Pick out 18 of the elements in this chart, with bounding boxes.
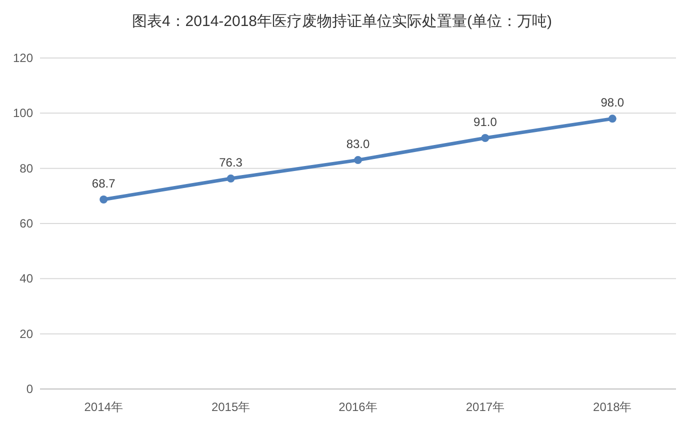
xtick: 2017年	[466, 400, 505, 414]
ytick: 40	[20, 272, 33, 286]
xtick: 2018年	[593, 400, 632, 414]
title: 图表4：2014-2018年医疗废物持证单位实际处置量(单位：万吨)	[132, 13, 552, 30]
data-label: 68.7	[92, 176, 116, 190]
data-label: 76.3	[219, 156, 242, 170]
ytick: 60	[20, 216, 33, 230]
data-label: 83.0	[346, 137, 370, 152]
ytick: 80	[20, 161, 33, 176]
ytick: 20	[20, 326, 33, 341]
xtick: 2014年	[84, 400, 123, 414]
ytick: 120	[12, 51, 33, 65]
xtick: 2016年	[338, 400, 378, 414]
data-label: 98.0	[600, 96, 624, 110]
ytick: 100	[12, 106, 33, 120]
ytick: 0	[26, 382, 33, 396]
data-label: 91.0	[474, 115, 497, 129]
xtick: 2015年	[211, 400, 250, 414]
